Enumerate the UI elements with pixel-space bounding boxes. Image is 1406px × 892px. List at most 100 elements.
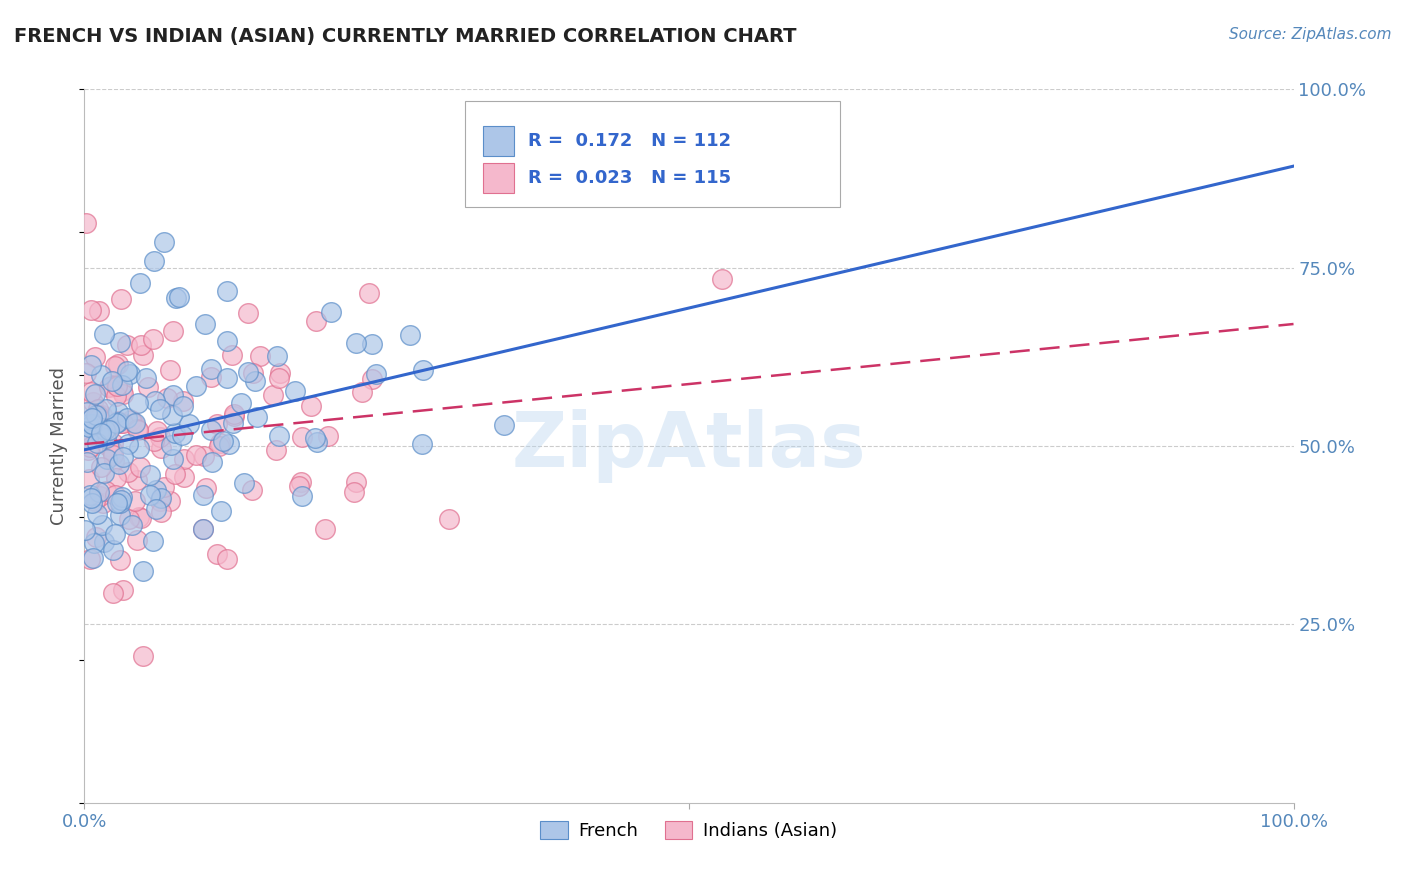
Point	[108, 553, 131, 567]
Point	[127, 423, 149, 437]
Point	[172, 399, 194, 413]
Point	[76, 432, 98, 446]
Point	[242, 367, 264, 381]
Point	[111, 377, 134, 392]
Point	[76, 405, 98, 419]
Point	[215, 552, 238, 566]
Point	[162, 409, 184, 423]
Point	[127, 396, 149, 410]
Point	[193, 450, 215, 464]
Point	[128, 510, 150, 524]
Point	[131, 337, 153, 351]
Point	[209, 504, 232, 518]
Point	[162, 388, 184, 402]
Point	[90, 430, 112, 444]
Point	[84, 409, 107, 423]
Point	[107, 405, 129, 419]
Point	[173, 451, 195, 466]
Point	[118, 368, 141, 382]
Point	[79, 412, 101, 426]
Point	[132, 648, 155, 663]
Point	[101, 586, 124, 600]
Point	[124, 494, 146, 508]
Point	[75, 215, 97, 229]
Point	[142, 332, 165, 346]
Point	[128, 442, 150, 456]
Point	[131, 348, 153, 362]
Point	[115, 411, 138, 425]
Point	[79, 427, 101, 442]
Y-axis label: Currently Married: Currently Married	[51, 367, 69, 525]
Text: R =  0.172   N = 112: R = 0.172 N = 112	[529, 132, 731, 150]
Point	[149, 430, 172, 444]
Point	[80, 496, 103, 510]
Point	[98, 423, 121, 437]
Point	[208, 435, 231, 450]
Point	[89, 411, 111, 425]
Point	[73, 523, 96, 537]
Point	[361, 337, 384, 351]
Point	[162, 451, 184, 466]
Point	[149, 505, 172, 519]
Point	[343, 484, 366, 499]
Point	[344, 335, 367, 350]
Point	[193, 522, 215, 536]
Point	[319, 305, 342, 319]
Point	[149, 402, 172, 417]
Point	[86, 507, 108, 521]
Point	[240, 483, 263, 497]
Point	[75, 418, 97, 433]
Point	[104, 471, 127, 485]
Point	[104, 527, 127, 541]
Point	[91, 518, 114, 533]
Point	[191, 487, 214, 501]
Point	[83, 536, 105, 550]
Point	[194, 481, 217, 495]
Point	[305, 314, 328, 328]
Point	[79, 552, 101, 566]
Point	[101, 375, 124, 389]
Point	[291, 489, 314, 503]
Point	[110, 384, 132, 399]
Point	[364, 367, 387, 381]
Point	[110, 292, 132, 306]
Point	[159, 363, 181, 377]
Point	[115, 338, 138, 352]
Point	[77, 442, 100, 457]
Point	[314, 522, 336, 536]
Point	[233, 476, 256, 491]
Point	[208, 439, 231, 453]
Point	[80, 417, 103, 432]
Point	[110, 496, 132, 510]
Point	[173, 470, 195, 484]
Legend: French, Indians (Asian): French, Indians (Asian)	[533, 814, 845, 847]
Point	[162, 324, 184, 338]
Point	[156, 391, 179, 405]
Point	[103, 446, 125, 460]
Point	[149, 441, 172, 455]
Point	[111, 490, 134, 504]
Point	[411, 437, 433, 451]
Text: R =  0.023   N = 115: R = 0.023 N = 115	[529, 169, 731, 187]
Point	[344, 475, 367, 489]
Point	[266, 349, 288, 363]
Point	[143, 434, 166, 448]
Point	[249, 349, 271, 363]
Point	[86, 436, 108, 450]
Point	[129, 276, 152, 290]
Point	[316, 429, 339, 443]
Point	[142, 534, 165, 549]
Text: Source: ZipAtlas.com: Source: ZipAtlas.com	[1229, 27, 1392, 42]
Point	[128, 459, 150, 474]
Point	[110, 416, 132, 430]
Point	[96, 483, 118, 498]
Point	[135, 370, 157, 384]
Point	[201, 455, 224, 469]
Point	[79, 488, 101, 502]
Point	[200, 423, 222, 437]
Point	[264, 443, 287, 458]
Point	[153, 480, 176, 494]
Point	[167, 290, 190, 304]
Point	[93, 326, 115, 341]
Point	[117, 437, 139, 451]
